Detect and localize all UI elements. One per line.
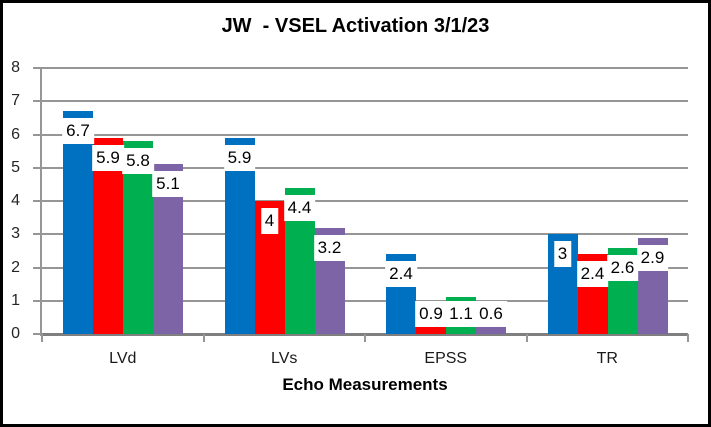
y-tick-label: 8	[11, 59, 20, 76]
bar-label: 5.1	[152, 171, 184, 198]
bar-label: 4.4	[283, 194, 316, 221]
gridline	[42, 67, 688, 69]
bar-label: 2.6	[606, 254, 639, 281]
y-tick-label: 7	[11, 92, 20, 110]
category-label-EPSS: EPSS	[424, 350, 468, 367]
gridline	[42, 100, 688, 103]
x-axis-tick	[526, 334, 528, 342]
gridline	[42, 200, 688, 202]
y-tick-label: 1	[11, 291, 20, 309]
gridline	[42, 166, 688, 169]
x-axis-title: Echo Measurements	[282, 375, 448, 394]
bar-label: 1.1	[445, 301, 477, 327]
x-axis-tick	[687, 334, 689, 342]
chart-title: JW - VSEL Activation 3/1/23	[221, 15, 490, 37]
gridline	[42, 133, 688, 136]
bar-label: 5.8	[122, 148, 154, 175]
category-label-TR: TR	[596, 350, 618, 367]
y-axis-tick	[33, 100, 42, 103]
bar-label: 5.9	[223, 144, 256, 171]
gridline	[42, 299, 688, 302]
y-tick-label: 4	[11, 192, 20, 209]
y-tick-label: 6	[11, 125, 20, 143]
gridline	[42, 233, 688, 236]
y-axis-tick	[33, 333, 42, 335]
bar-label: 2.4	[576, 261, 609, 288]
bar-label: 0.6	[475, 301, 507, 327]
x-axis-tick	[41, 334, 43, 342]
bar-blue-LVd	[63, 111, 93, 334]
bar-label: 3	[553, 241, 572, 268]
bar-label: 2.4	[385, 261, 417, 288]
y-axis-line	[40, 68, 42, 336]
y-tick-label: 3	[11, 225, 20, 243]
category-label-LVd: LVd	[109, 350, 137, 367]
bar-label: 5.9	[92, 144, 124, 171]
y-tick-label: 0	[11, 325, 20, 342]
y-axis-tick	[33, 233, 42, 236]
bar-label: 6.7	[62, 118, 94, 145]
y-axis-tick	[33, 67, 42, 69]
x-axis-tick	[203, 334, 205, 342]
category-label-LVs: LVs	[271, 350, 298, 367]
y-axis-tick	[33, 133, 42, 136]
y-axis-tick	[33, 266, 42, 269]
y-axis-tick	[33, 166, 42, 169]
y-tick-label: 5	[11, 158, 20, 176]
y-tick-label: 2	[11, 258, 20, 276]
bar-label: 2.9	[636, 244, 669, 271]
gridline	[42, 266, 688, 269]
bar-label: 3.2	[313, 234, 346, 261]
x-axis-tick	[364, 334, 366, 342]
y-axis-tick	[33, 299, 42, 302]
bar-label: 0.9	[415, 301, 447, 327]
y-axis-tick	[33, 200, 42, 202]
bar-label: 4	[260, 208, 279, 234]
